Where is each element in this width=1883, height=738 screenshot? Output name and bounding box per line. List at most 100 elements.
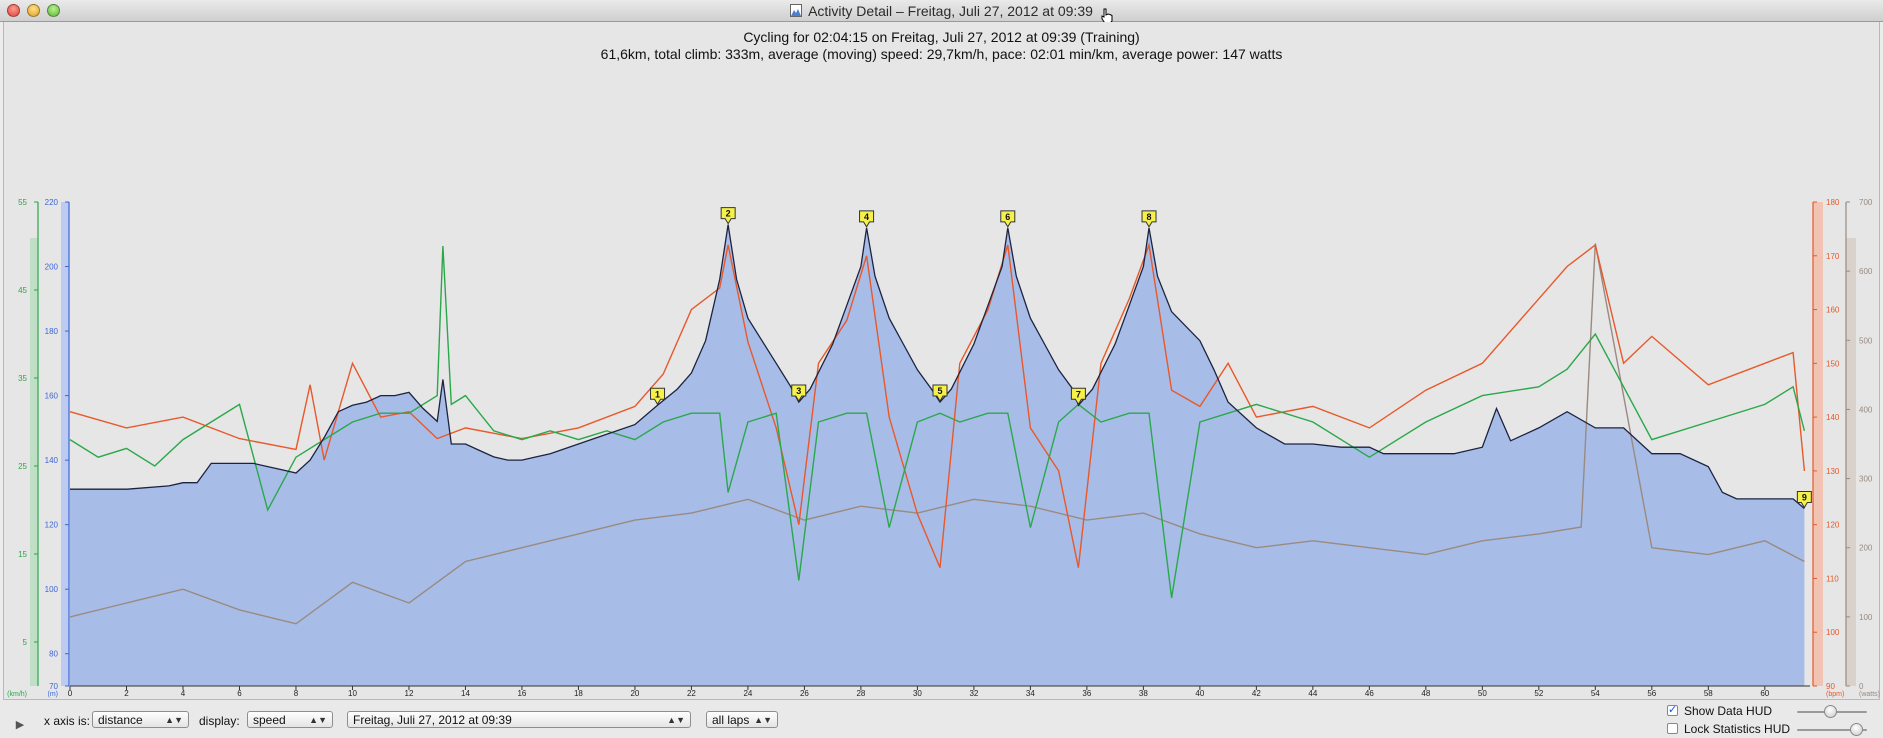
power-tick-label: 300 (1859, 475, 1873, 484)
altitude-tick-label: 220 (45, 198, 59, 207)
lap-marker-label: 3 (796, 386, 801, 396)
speed-line (69, 245, 1806, 599)
altitude-area (70, 224, 1805, 686)
select-arrows-icon: ▲▼ (309, 715, 327, 725)
x-tick-label: 10 (348, 689, 357, 698)
close-button[interactable] (7, 4, 20, 17)
display-label: display: (199, 714, 240, 728)
speed-unit-label: (km/h) (7, 691, 27, 698)
altitude-unit-label: (m) (48, 691, 59, 698)
speed-tick-label: 45 (18, 286, 27, 295)
lap-marker-label: 8 (1147, 212, 1152, 222)
lap-marker-flag (650, 387, 666, 406)
power-axis-band (1846, 238, 1856, 686)
x-tick-label: 0 (68, 689, 73, 698)
x-axis-select[interactable]: distance ▲▼ (92, 711, 189, 728)
hud-opacity-slider-knob[interactable] (1824, 705, 1837, 718)
lap-marker-label: 6 (1005, 212, 1010, 222)
x-tick-label: 36 (1082, 689, 1091, 698)
statistics-slider[interactable] (1797, 729, 1867, 731)
x-tick-label: 48 (1421, 689, 1430, 698)
x-tick-label: 16 (517, 689, 526, 698)
x-tick-label: 14 (461, 689, 470, 698)
x-tick-label: 24 (743, 689, 752, 698)
altitude-tick-label: 70 (49, 682, 58, 691)
lap-marker-label: 1 (655, 389, 660, 399)
altitude-line (70, 224, 1805, 509)
activity-select[interactable]: Freitag, Juli 27, 2012 at 09:39 ▲▼ (347, 711, 691, 728)
heart-rate-tick-label: 170 (1826, 252, 1840, 261)
speed-tick-label: 25 (18, 462, 27, 471)
x-tick-label: 46 (1365, 689, 1374, 698)
heart-rate-tick-label: 140 (1826, 413, 1840, 422)
x-tick-label: 44 (1308, 689, 1317, 698)
heart-rate-tick-label: 160 (1826, 306, 1840, 315)
x-axis-label: x axis is: (44, 714, 91, 728)
speed-tick-label: 5 (23, 638, 28, 647)
select-arrows-icon: ▲▼ (754, 715, 772, 725)
x-tick-label: 52 (1534, 689, 1543, 698)
speed-tick-label: 55 (18, 198, 27, 207)
x-tick-label: 28 (856, 689, 865, 698)
x-tick-label: 54 (1591, 689, 1600, 698)
x-tick-label: 34 (1026, 689, 1035, 698)
power-tick-label: 200 (1859, 544, 1873, 553)
lock-statistics-hud-label: Lock Statistics HUD (1684, 722, 1791, 736)
display-select[interactable]: speed ▲▼ (247, 711, 333, 728)
zoom-button[interactable] (47, 4, 60, 17)
x-tick-label: 60 (1760, 689, 1769, 698)
heart-rate-unit-label: (bpm) (1826, 691, 1844, 698)
window-title-wrap: Activity Detail – Freitag, Juli 27, 2012… (0, 3, 1883, 19)
speed-tick-label: 15 (18, 550, 27, 559)
hand-cursor-icon (1101, 8, 1113, 24)
x-tick-label: 18 (574, 689, 583, 698)
power-tick-label: 500 (1859, 336, 1873, 345)
lap-marker-flag (1796, 491, 1812, 509)
power-unit-label: (watts) (1859, 691, 1880, 698)
power-tick-label: 100 (1859, 613, 1873, 622)
x-tick-label: 38 (1139, 689, 1148, 698)
lap-marker-flag (1141, 210, 1157, 228)
lap-marker-label: 5 (937, 386, 942, 396)
lap-marker-label: 2 (726, 209, 731, 219)
lock-statistics-hud-checkbox[interactable] (1667, 723, 1678, 734)
lap-marker-flag (859, 210, 875, 228)
x-tick-label: 4 (181, 689, 186, 698)
laps-select[interactable]: all laps ▲▼ (706, 711, 778, 728)
altitude-tick-label: 160 (45, 392, 59, 401)
altitude-tick-label: 100 (45, 585, 59, 594)
power-tick-label: 0 (1859, 682, 1864, 691)
activity-summary-line1: Cycling for 02:04:15 on Freitag, Juli 27… (743, 29, 1140, 45)
lap-marker-label: 7 (1076, 389, 1081, 399)
heart-rate-axis-band (1813, 202, 1823, 686)
show-data-hud-checkbox[interactable]: ✓ (1667, 704, 1678, 716)
lap-marker-label: 9 (1802, 493, 1807, 503)
statistics-slider-knob[interactable] (1850, 723, 1863, 736)
activity-select-value: Freitag, Juli 27, 2012 at 09:39 (353, 713, 512, 727)
play-icon[interactable]: ▶ (15, 719, 25, 731)
speed-tick-label: 35 (18, 374, 27, 383)
speed-axis-band (30, 238, 38, 686)
select-arrows-icon: ▲▼ (165, 715, 183, 725)
heart-rate-tick-label: 130 (1826, 467, 1840, 476)
x-tick-label: 56 (1647, 689, 1656, 698)
altitude-tick-label: 180 (45, 327, 59, 336)
x-tick-label: 12 (405, 689, 414, 698)
altitude-tick-label: 140 (45, 456, 59, 465)
x-tick-label: 2 (124, 689, 129, 698)
x-tick-label: 30 (913, 689, 922, 698)
power-tick-label: 600 (1859, 267, 1873, 276)
minimize-button[interactable] (27, 4, 40, 17)
x-tick-label: 50 (1478, 689, 1487, 698)
activity-chart[interactable]: 0 2 4 6 8 10 12 14 16 18 20 22 24 26 28 30 32 34 36 38 40 42 4… (0, 0, 1883, 700)
activity-summary-line2: 61,6km, total climb: 333m, average (movi… (600, 46, 1283, 62)
laps-select-value: all laps (712, 713, 750, 727)
heart-rate-tick-label: 110 (1826, 574, 1839, 583)
x-tick-label: 58 (1704, 689, 1713, 698)
window-title: Activity Detail – Freitag, Juli 27, 2012… (808, 3, 1093, 19)
select-arrows-icon: ▲▼ (667, 715, 685, 725)
x-tick-label: 26 (800, 689, 809, 698)
show-data-hud-label: Show Data HUD (1684, 704, 1773, 718)
power-tick-label: 400 (1859, 405, 1873, 414)
lap-marker-flag (1000, 210, 1016, 228)
